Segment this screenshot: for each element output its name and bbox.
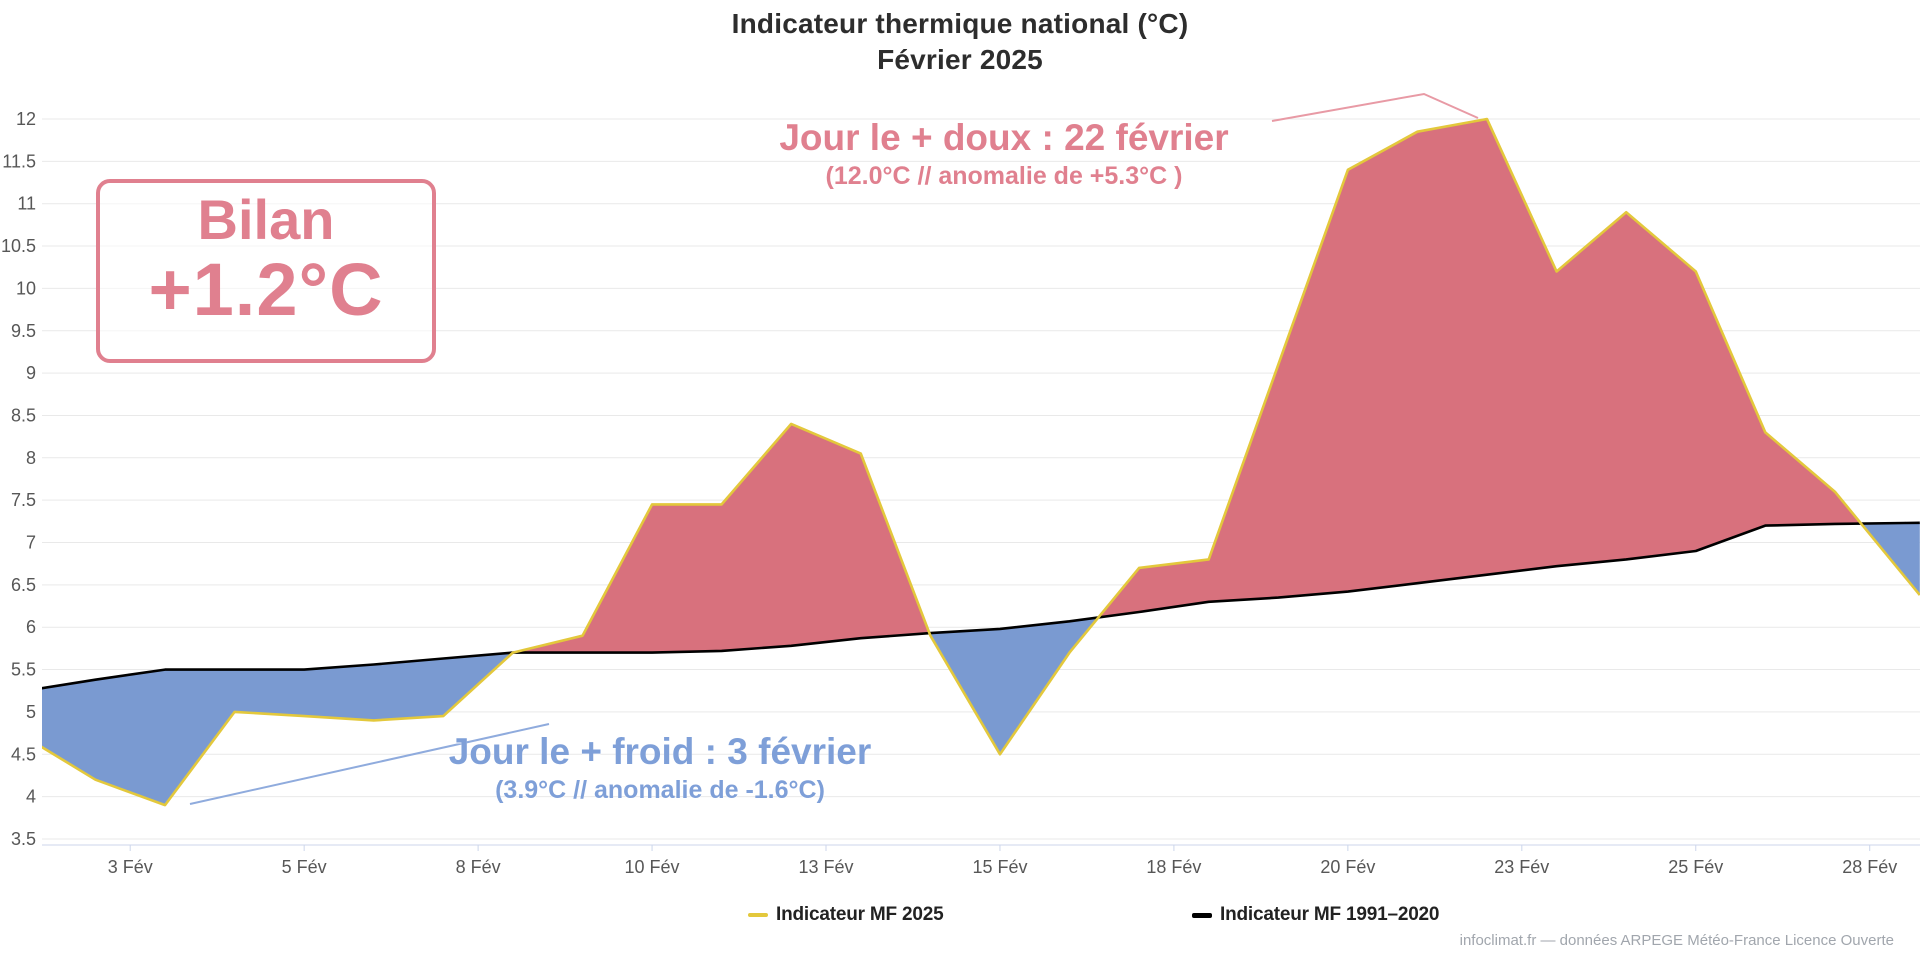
x-axis-label: 13 Fév (798, 857, 853, 877)
source-credit: infoclimat.fr — données ARPEGE Météo-Fra… (1459, 932, 1894, 949)
y-axis-label: 7 (26, 533, 36, 553)
warmest-day-connector (1271, 92, 1479, 122)
chart-subtitle: Février 2025 (877, 44, 1043, 75)
x-axis-label: 10 Fév (625, 857, 680, 877)
y-axis-label: 10.5 (1, 236, 36, 256)
x-axis-label: 8 Fév (456, 857, 501, 877)
y-axis-label: 9 (26, 363, 36, 383)
fill-below-normal (929, 617, 1099, 755)
y-axis-label: 10 (16, 278, 36, 298)
y-axis-label: 11 (17, 194, 36, 214)
legend-swatch-normals (1192, 912, 1212, 918)
coldest-day-annotation-title: Jour le + froid : 3 février (448, 731, 872, 772)
x-axis-label: 28 Fév (1842, 857, 1897, 877)
y-axis-label: 11.5 (2, 151, 36, 171)
chart-title: Indicateur thermique national (°C) (731, 8, 1189, 39)
bilan-anomaly-value: +1.2°C (148, 247, 384, 331)
y-axis-label: 5 (26, 702, 36, 722)
x-axis-label: 20 Fév (1320, 857, 1375, 877)
warmest-day-annotation-title: Jour le + doux : 22 février (779, 117, 1229, 158)
y-axis-label: 6 (26, 617, 36, 637)
y-axis-label: 8.5 (11, 405, 36, 425)
x-axis-label: 18 Fév (1146, 857, 1201, 877)
series-normals-line (42, 521, 1920, 690)
legend-item-2025[interactable]: Indicateur MF 2025 (748, 904, 944, 926)
x-axis-label: 5 Fév (282, 857, 327, 877)
coldest-day-connector (189, 723, 550, 805)
bilan-callout-box: Bilan +1.2°C (96, 179, 436, 363)
x-axis-label: 23 Fév (1494, 857, 1549, 877)
x-axis-label: 15 Fév (972, 857, 1027, 877)
legend-item-normals[interactable]: Indicateur MF 1991–2020 (1192, 904, 1439, 926)
y-axis-label: 7.5 (11, 490, 36, 510)
fill-above-normal (1098, 119, 1861, 618)
legend-label-2025: Indicateur MF 2025 (776, 904, 944, 925)
y-axis-label: 5.5 (11, 660, 36, 680)
y-axis-label: 9.5 (11, 321, 36, 341)
coldest-day-annotation-detail: (3.9°C // anomalie de -1.6°C) (495, 776, 825, 804)
x-axis-label: 25 Fév (1668, 857, 1723, 877)
y-axis-label: 8 (26, 448, 36, 468)
y-axis-label: 3.5 (11, 829, 36, 849)
series-2025-line (42, 117, 1920, 807)
warmest-day-annotation-detail: (12.0°C // anomalie de +5.3°C ) (825, 162, 1183, 190)
bilan-label: Bilan (197, 188, 335, 251)
legend: Indicateur MF 2025 Indicateur MF 1991–20… (0, 900, 1920, 934)
legend-label-normals: Indicateur MF 1991–2020 (1220, 904, 1440, 925)
y-axis-label: 6.5 (11, 575, 36, 595)
legend-swatch-2025 (748, 913, 768, 917)
x-axis-label: 3 Fév (108, 857, 153, 877)
y-axis-label: 4.5 (11, 744, 36, 764)
y-axis-label: 4 (26, 787, 36, 807)
fill-above-normal (513, 423, 929, 653)
y-axis-label: 12 (16, 109, 36, 129)
fill-below-normal (42, 652, 513, 806)
